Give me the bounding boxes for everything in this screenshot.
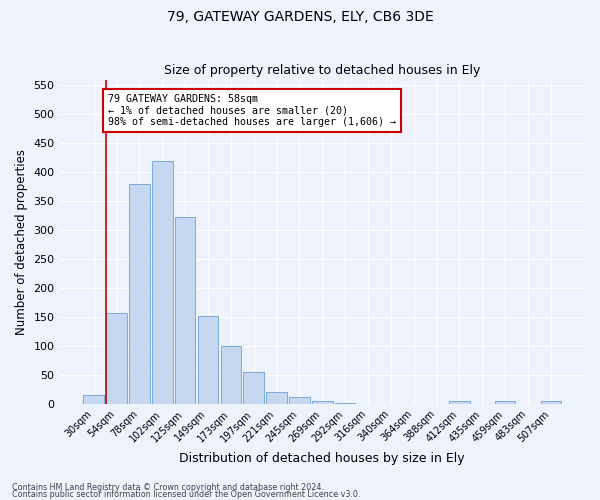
Bar xyxy=(129,184,150,404)
Y-axis label: Number of detached properties: Number of detached properties xyxy=(15,148,28,334)
Bar xyxy=(266,392,287,404)
X-axis label: Distribution of detached houses by size in Ely: Distribution of detached houses by size … xyxy=(179,452,465,465)
Bar xyxy=(198,316,218,404)
Bar xyxy=(541,401,561,404)
Text: 79, GATEWAY GARDENS, ELY, CB6 3DE: 79, GATEWAY GARDENS, ELY, CB6 3DE xyxy=(167,10,433,24)
Text: Contains public sector information licensed under the Open Government Licence v3: Contains public sector information licen… xyxy=(12,490,361,499)
Bar xyxy=(106,313,127,404)
Bar xyxy=(152,160,173,404)
Title: Size of property relative to detached houses in Ely: Size of property relative to detached ho… xyxy=(164,64,481,77)
Bar xyxy=(289,397,310,404)
Bar xyxy=(175,217,196,404)
Bar xyxy=(312,401,332,404)
Bar xyxy=(83,395,104,404)
Bar xyxy=(449,401,470,404)
Bar xyxy=(221,346,241,404)
Text: Contains HM Land Registry data © Crown copyright and database right 2024.: Contains HM Land Registry data © Crown c… xyxy=(12,484,324,492)
Bar xyxy=(335,402,355,404)
Bar xyxy=(495,401,515,404)
Text: 79 GATEWAY GARDENS: 58sqm
← 1% of detached houses are smaller (20)
98% of semi-d: 79 GATEWAY GARDENS: 58sqm ← 1% of detach… xyxy=(108,94,396,127)
Bar xyxy=(244,372,264,404)
